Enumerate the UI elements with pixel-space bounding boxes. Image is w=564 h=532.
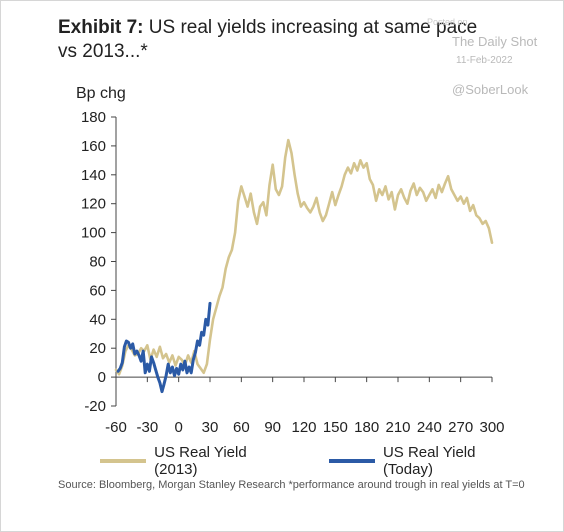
x-tick-label: 0 [174,419,182,436]
y-tick-label: 100 [81,225,106,242]
y-tick-label: 20 [89,340,106,357]
legend-item-2013: US Real Yield (2013) [100,444,289,478]
x-tick-label: 180 [354,419,379,436]
exhibit-label: Exhibit 7: [58,17,144,38]
x-tick-label: 90 [264,419,281,436]
y-axis-label: Bp chg [76,85,126,102]
y-tick-label: 140 [81,167,106,184]
x-tick-label: 210 [385,419,410,436]
legend-label-2013: US Real Yield (2013) [154,444,247,478]
legend-item-today: US Real Yield (Today) [328,444,524,478]
y-tick-label: 60 [89,282,106,299]
y-tick-label: 180 [81,109,106,126]
watermark-handle: @SoberLook [452,82,529,97]
x-tick-label: -60 [105,419,127,436]
source-note: Source: Bloomberg, Morgan Stanley Resear… [58,479,525,491]
y-tick-label: 160 [81,138,106,155]
y-tick-label: 120 [81,196,106,213]
x-tick-label: 120 [291,419,316,436]
y-tick-label: 40 [89,311,106,328]
legend: US Real Yield (2013) US Real Yield (Toda… [100,444,564,478]
x-tick-label: 240 [417,419,442,436]
y-tick-label: 80 [89,254,106,271]
watermark-date: 11-Feb-2022 [456,55,513,66]
x-tick-label: 270 [448,419,473,436]
x-tick-label: 60 [233,419,250,436]
x-tick-label: 30 [202,419,219,436]
watermark-posted: Posted on [427,17,468,27]
x-tick-label: 150 [323,419,348,436]
x-tick-label: -30 [136,419,158,436]
title-text: US real yields increasing at same pace v… [58,17,478,62]
series-line-today [116,301,212,394]
legend-swatch-2013 [100,459,147,463]
watermark-site: The Daily Shot [452,34,538,49]
legend-label-today: US Real Yield (Today) [382,444,476,478]
chart-title: Exhibit 7: US real yields increasing at … [58,16,488,64]
series-line-2013 [114,138,494,376]
y-tick-label: 0 [98,369,106,386]
y-tick-label: -20 [84,398,106,415]
x-tick-label: 300 [479,419,504,436]
legend-swatch-today [328,459,375,463]
